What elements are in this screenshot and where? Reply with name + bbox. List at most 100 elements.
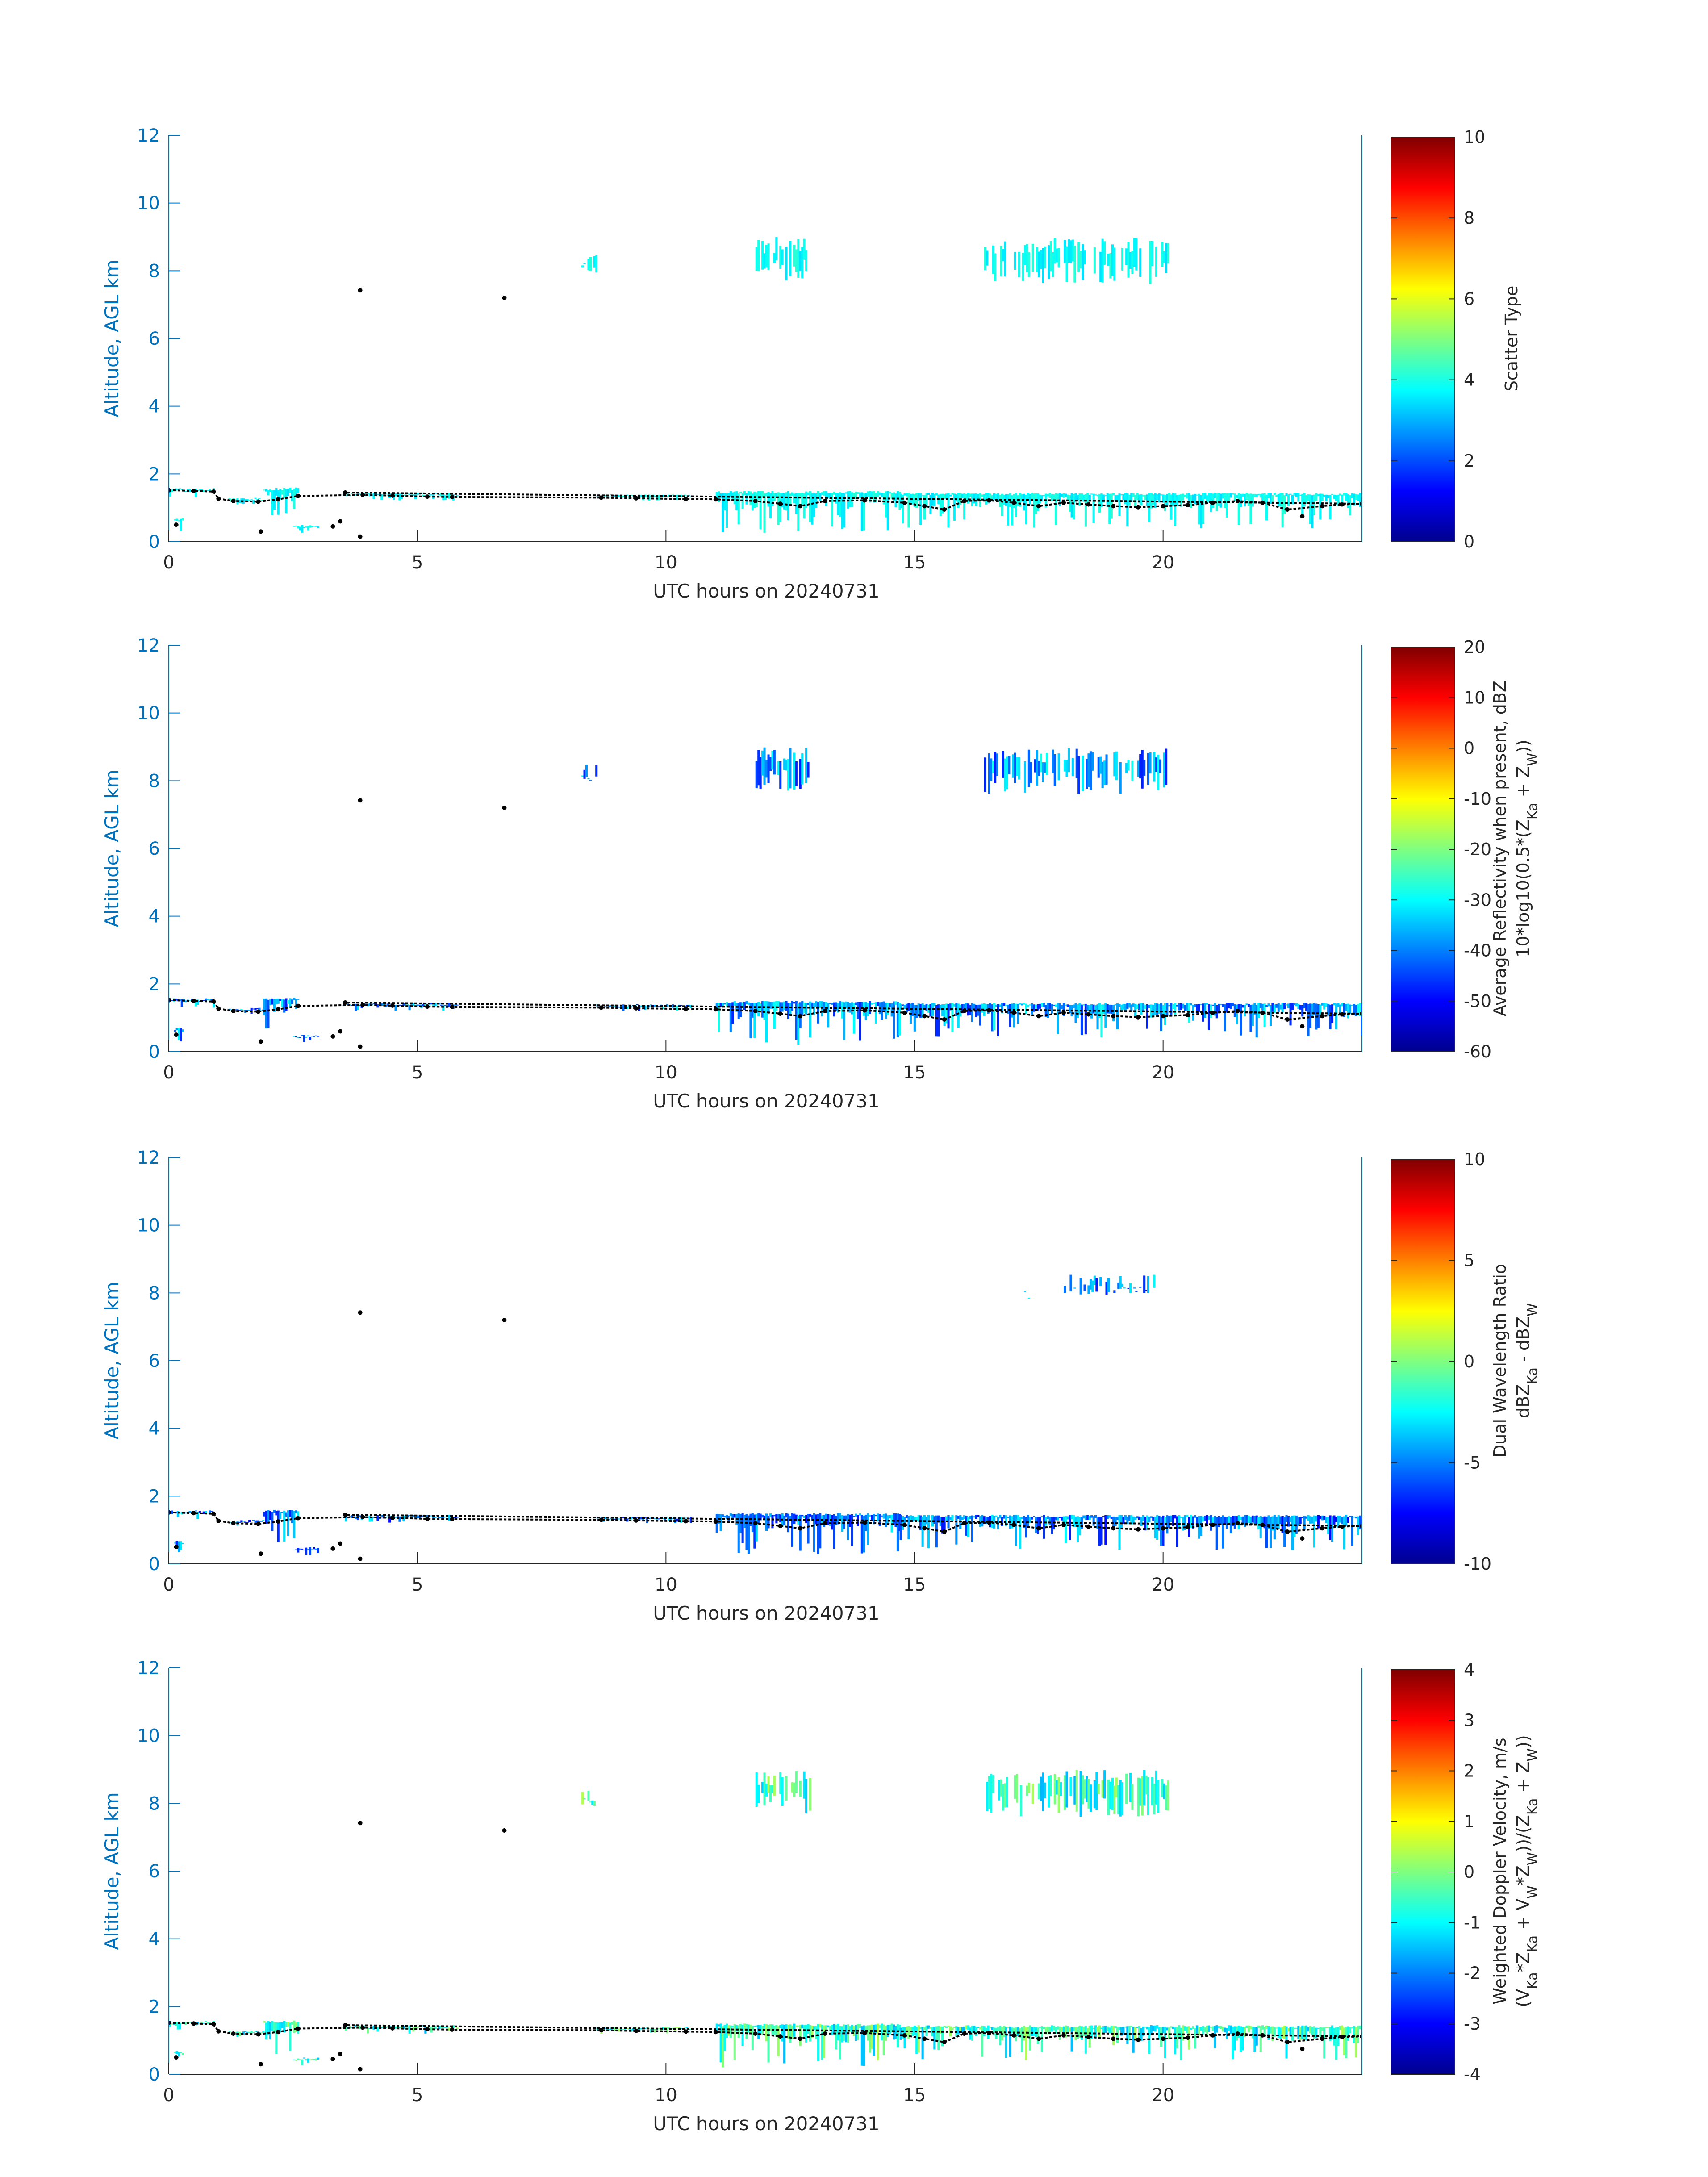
colorbar-label: Dual Wavelength Ratio	[1490, 1264, 1510, 1458]
colorbar-tick-label: 10	[1464, 1149, 1485, 1169]
cloud-streak	[252, 1520, 255, 1521]
cloud-base-point	[1086, 2035, 1091, 2039]
cloud-streak	[941, 493, 944, 514]
cloud-streak	[1018, 757, 1020, 780]
cloud-streak	[1309, 1516, 1312, 1524]
cloud-streak	[899, 1515, 902, 1540]
cloud-streak	[301, 1035, 304, 1036]
cloud-streak	[877, 491, 879, 497]
cloud-streak	[676, 495, 678, 500]
cloud-streak	[1065, 493, 1067, 497]
cloud-streak	[831, 1515, 834, 1530]
cloud-streak	[882, 2024, 885, 2055]
cloud-streak	[307, 525, 309, 531]
cloud-streak	[626, 2028, 629, 2029]
cloud-streak	[795, 1771, 798, 1793]
cloud-streak	[971, 1003, 973, 1022]
cloud-streak	[315, 1548, 317, 1550]
colorbar-tick-label: 8	[1464, 208, 1474, 228]
cloud-streak	[368, 1003, 371, 1006]
cloud-streak	[1247, 2025, 1250, 2032]
cloud-streak	[1315, 2027, 1318, 2038]
cloud-streak	[761, 491, 764, 498]
cloud-streak	[283, 999, 286, 1013]
cloud-streak	[1122, 1517, 1125, 1524]
cloud-streak	[921, 1003, 924, 1018]
cloud-streak	[917, 2025, 920, 2053]
cloud-streak	[899, 1004, 902, 1010]
cloud-streak	[293, 2020, 296, 2033]
cloud-streak	[789, 1003, 792, 1016]
cloud-streak	[618, 1007, 621, 1008]
cloud-streak	[1178, 2025, 1181, 2037]
cloud-streak	[295, 1510, 297, 1513]
cloud-streak	[293, 489, 296, 509]
cloud-streak	[1051, 1517, 1053, 1534]
cloud-streak	[1202, 1516, 1204, 1521]
cloud-streak	[279, 2022, 282, 2033]
cloud-streak	[616, 1518, 619, 1520]
cloud-streak	[305, 2059, 308, 2061]
cloud-streak	[1225, 2028, 1228, 2039]
cloud-streak	[583, 1798, 586, 1800]
cloud-streak	[1053, 238, 1056, 264]
cloud-streak	[184, 1000, 187, 1003]
cloud-streak	[795, 249, 798, 272]
cloud-streak	[1277, 494, 1280, 506]
cloud-streak	[589, 1801, 592, 1803]
cloud-streak	[1180, 1003, 1182, 1010]
cloud-streak	[1192, 494, 1194, 502]
cloud-base-line	[169, 1511, 1362, 1533]
cloud-streak	[1142, 1003, 1144, 1011]
cloud-streak	[1237, 2026, 1240, 2038]
cloud-streak	[963, 1004, 966, 1011]
cloud-streak	[775, 237, 778, 260]
cloud-streak	[1131, 251, 1134, 274]
cloud-streak	[180, 1541, 182, 1550]
cloud-streak	[817, 491, 819, 499]
cloud-streak	[889, 491, 891, 493]
cloud-streak	[301, 525, 304, 533]
cloud-streak	[991, 1004, 994, 1032]
cloud-streak	[1073, 1004, 1075, 1008]
cloud-streak	[309, 525, 312, 528]
cloud-streak	[1335, 1517, 1337, 1522]
cloud-streak	[299, 526, 301, 531]
cloud-streak	[416, 1515, 419, 1518]
cloud-streak	[761, 750, 764, 776]
cloud-streak	[1038, 760, 1040, 776]
cloud-streak	[680, 1517, 682, 1523]
cloud-streak	[206, 490, 209, 491]
cloud-streak	[1029, 494, 1031, 504]
cloud-streak	[833, 2024, 835, 2034]
cloud-streak	[1055, 2027, 1057, 2034]
cloud-streak	[1103, 241, 1106, 265]
cloud-streak	[992, 760, 994, 773]
colorbar-tick-label: -4	[1464, 2064, 1481, 2084]
cloud-streak	[680, 2028, 682, 2029]
cloud-streak	[198, 1511, 201, 1513]
cloud-streak	[1275, 1517, 1278, 1529]
cloud-streak	[1069, 1515, 1071, 1540]
cloud-streak	[408, 1005, 411, 1011]
cloud-streak	[1295, 2027, 1298, 2029]
cloud-streak	[722, 2026, 724, 2068]
cloud-streak	[1090, 1515, 1093, 1518]
cloud-streak	[456, 2027, 459, 2029]
cloud-streak	[174, 1542, 176, 1544]
cloud-base-point	[174, 522, 179, 527]
cloud-streak	[903, 2027, 906, 2048]
cloud-streak	[283, 1510, 286, 1542]
cloud-streak	[977, 2027, 980, 2028]
cloud-streak	[1094, 494, 1097, 496]
cloud-streak	[767, 492, 770, 507]
cloud-streak	[1119, 1780, 1122, 1817]
cloud-streak	[767, 754, 770, 783]
cloud-streak	[953, 493, 956, 521]
cloud-streak	[741, 1002, 744, 1008]
cloud-streak	[765, 1783, 768, 1797]
cloud-streak	[773, 253, 776, 263]
cloud-streak	[791, 1513, 793, 1547]
cloud-streak	[805, 748, 808, 783]
